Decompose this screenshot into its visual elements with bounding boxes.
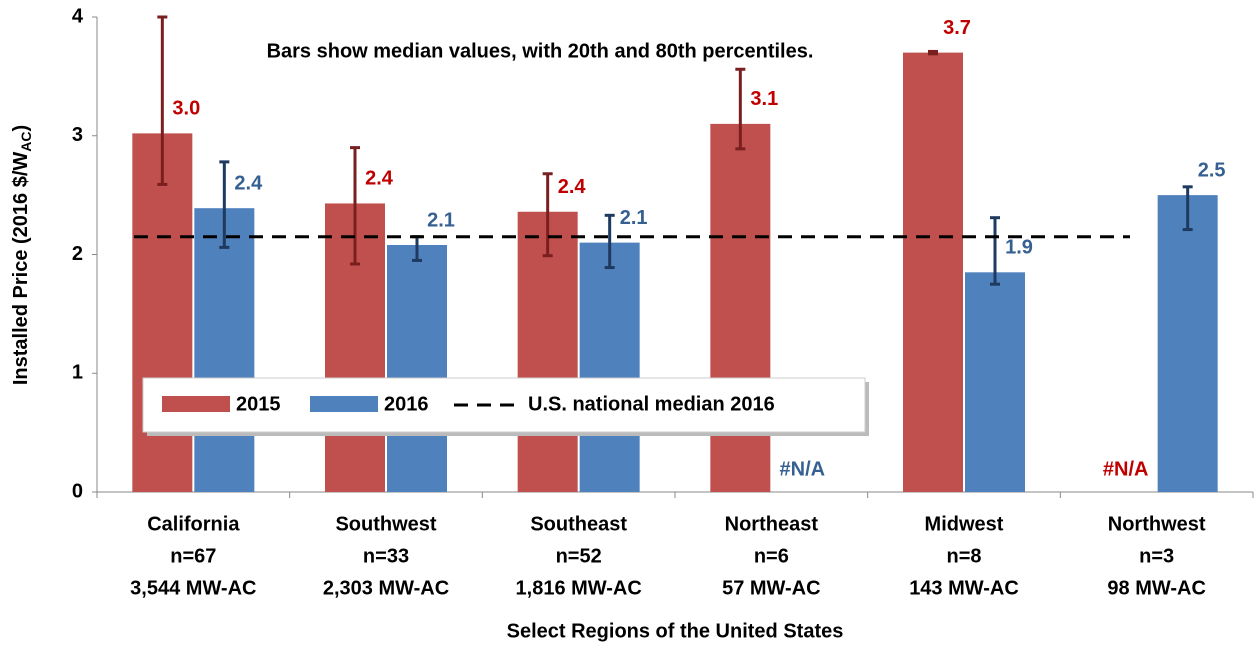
value-label: 3.7 xyxy=(943,17,971,39)
x-tick-label: Northeast xyxy=(725,513,819,535)
x-tick-label: Midwest xyxy=(925,513,1004,535)
value-label: 2.1 xyxy=(620,207,648,229)
value-label: 2.4 xyxy=(234,172,263,194)
error-bar xyxy=(350,146,360,266)
error-bar xyxy=(157,15,168,186)
x-tick-label: 98 MW-AC xyxy=(1107,577,1206,599)
bar xyxy=(517,211,578,492)
y-title-sub: AC xyxy=(18,132,34,152)
error-bar xyxy=(604,213,615,270)
error-bar xyxy=(990,216,1000,286)
x-tick-label: 2,303 MW-AC xyxy=(323,577,449,599)
y-title-main: Installed Price (2016 $/W xyxy=(10,152,32,386)
bar xyxy=(132,133,193,492)
y-tick-label: 1 xyxy=(72,362,83,384)
value-label: 3.1 xyxy=(750,88,778,110)
x-tick-label: California xyxy=(147,513,240,535)
legend-label: 2016 xyxy=(384,393,429,415)
y-tick-label: 4 xyxy=(72,5,84,27)
value-label: 2.4 xyxy=(365,168,394,190)
value-label: #N/A xyxy=(1103,458,1149,480)
value-label: 2.4 xyxy=(558,176,587,198)
error-bar xyxy=(928,49,938,56)
legend-label: U.S. national median 2016 xyxy=(528,393,775,415)
y-tick-label: 2 xyxy=(72,243,83,265)
bar xyxy=(579,242,640,492)
x-tick-label: n=3 xyxy=(1139,545,1174,567)
x-tick-label: Southwest xyxy=(335,513,436,535)
error-bar xyxy=(735,67,746,151)
y-tick-label: 0 xyxy=(72,480,83,502)
legend-swatch xyxy=(310,396,378,412)
annotation: Bars show median values, with 20th and 8… xyxy=(267,40,814,62)
y-tick-label: 3 xyxy=(72,124,83,146)
x-tick-label: Southeast xyxy=(530,513,627,535)
value-label: #N/A xyxy=(780,458,826,480)
value-label: 1.9 xyxy=(1005,237,1033,259)
bar xyxy=(710,123,771,492)
x-tick-label: 57 MW-AC xyxy=(722,577,821,599)
y-axis-title: Installed Price (2016 $/WAC) xyxy=(10,125,33,385)
error-bar xyxy=(1182,185,1193,232)
x-tick-label: 1,816 MW-AC xyxy=(516,577,642,599)
bar xyxy=(1157,195,1218,492)
x-tick-label: n=67 xyxy=(170,545,216,567)
legend-label: 2015 xyxy=(236,393,281,415)
legend-swatch xyxy=(162,396,230,412)
error-bar xyxy=(542,172,553,258)
x-tick-label: n=8 xyxy=(946,545,981,567)
x-tick-label: n=33 xyxy=(363,545,409,567)
value-label: 3.0 xyxy=(172,98,200,120)
x-tick-label: n=52 xyxy=(556,545,602,567)
x-axis-title: Select Regions of the United States xyxy=(507,620,844,642)
x-tick-label: n=6 xyxy=(754,545,789,567)
x-tick-label: 143 MW-AC xyxy=(909,577,1019,599)
error-bar xyxy=(219,160,230,249)
x-tick-label: Northwest xyxy=(1108,513,1206,535)
bar xyxy=(903,52,963,492)
bar xyxy=(965,272,1025,492)
value-label: 2.5 xyxy=(1198,159,1226,181)
y-title-end: ) xyxy=(10,125,32,132)
bar xyxy=(194,208,255,492)
x-tick-label: 3,544 MW-AC xyxy=(130,577,256,599)
value-label: 2.1 xyxy=(427,209,455,231)
bar xyxy=(387,245,447,492)
